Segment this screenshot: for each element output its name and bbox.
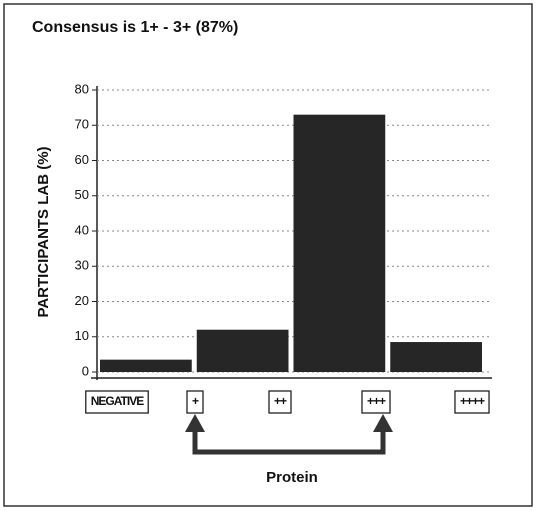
y-tick-label: 30 (75, 258, 89, 273)
category-box (85, 390, 149, 414)
y-axis-label: PARTICIPANTS LAB (%) (35, 146, 52, 317)
bar (100, 359, 192, 372)
category-box (361, 390, 391, 414)
category-box (268, 390, 292, 414)
x-tick-label: + (192, 394, 199, 408)
y-tick-label: 0 (82, 363, 89, 378)
y-tick-label: 20 (75, 293, 89, 308)
x-axis-label: Protein (266, 469, 318, 486)
y-tick-label: 40 (75, 222, 89, 237)
y-tick-label: 70 (75, 117, 89, 132)
range-bracket (192, 420, 386, 455)
y-tick-label: 80 (75, 81, 89, 96)
x-tick-label: ++ (274, 394, 287, 408)
x-tick-label: NEGATIVE (91, 394, 144, 408)
x-tick-label: ++++ (460, 394, 485, 408)
bar (293, 114, 386, 373)
y-tick-label: 50 (75, 187, 89, 202)
bar (390, 342, 482, 372)
y-tick-label: 10 (75, 328, 89, 343)
chart-title: Consensus is 1+ - 3+ (87%) (32, 19, 238, 36)
frame (3, 3, 533, 507)
category-box (186, 390, 204, 414)
bar (196, 329, 289, 372)
category-box (454, 390, 490, 414)
x-tick-label: +++ (367, 394, 386, 408)
y-tick-label: 60 (75, 152, 89, 167)
